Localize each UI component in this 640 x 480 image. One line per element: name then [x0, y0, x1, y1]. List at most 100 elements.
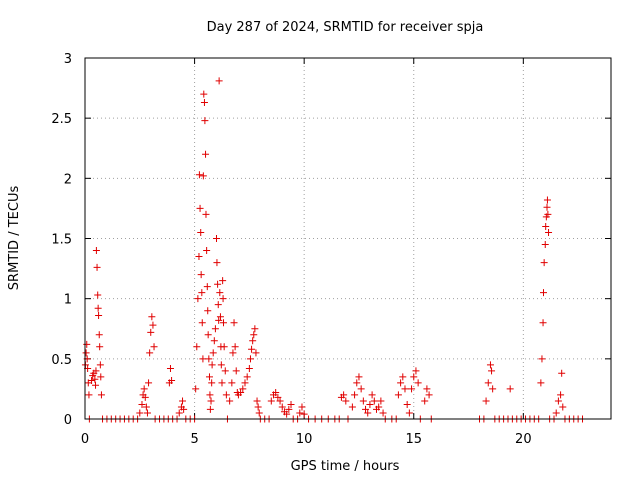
- data-point: [138, 401, 146, 409]
- data-point: [276, 397, 284, 405]
- data-point: [215, 77, 223, 85]
- data-point: [272, 389, 280, 397]
- data-point: [252, 349, 260, 357]
- data-point: [543, 203, 551, 211]
- y-tick-label: 2: [64, 172, 72, 187]
- data-point: [539, 289, 547, 297]
- data-point: [362, 405, 370, 413]
- data-point: [213, 235, 220, 242]
- data-point: [202, 150, 210, 158]
- data-point: [414, 379, 422, 387]
- data-point: [558, 369, 566, 377]
- data-point: [226, 397, 234, 405]
- data-point: [250, 331, 258, 339]
- data-point: [95, 312, 103, 320]
- data-point: [193, 343, 201, 351]
- data-point: [355, 373, 363, 381]
- data-point: [357, 385, 365, 393]
- data-point: [379, 409, 387, 417]
- data-point: [200, 90, 208, 98]
- data-point: [220, 343, 228, 351]
- data-point: [230, 319, 238, 327]
- data-point: [219, 277, 227, 285]
- data-point: [180, 405, 188, 413]
- data-point: [199, 172, 207, 180]
- data-point: [285, 405, 293, 413]
- data-point: [239, 385, 247, 393]
- data-point: [192, 385, 200, 393]
- data-point: [408, 385, 416, 393]
- data-point: [342, 397, 350, 405]
- data-point: [85, 391, 93, 399]
- data-point: [199, 355, 207, 363]
- data-point: [340, 391, 348, 399]
- data-point: [255, 409, 263, 417]
- data-point: [559, 403, 567, 411]
- data-point: [195, 253, 203, 261]
- x-tick-label: 20: [515, 432, 532, 447]
- data-point: [489, 385, 497, 393]
- data-point: [150, 343, 158, 351]
- data-point: [425, 391, 433, 399]
- data-point: [488, 367, 496, 375]
- data-point: [246, 355, 254, 363]
- data-point: [194, 295, 202, 303]
- data-point: [506, 385, 514, 393]
- data-point: [217, 361, 225, 369]
- data-point: [92, 247, 100, 255]
- data-point: [554, 397, 562, 405]
- data-point: [359, 397, 367, 405]
- data-point: [267, 397, 275, 405]
- data-point: [214, 280, 222, 288]
- data-point: [231, 343, 239, 351]
- data-point: [216, 289, 224, 297]
- data-point: [410, 373, 418, 381]
- data-point: [484, 379, 492, 387]
- data-point: [539, 319, 547, 327]
- data-point: [142, 403, 150, 411]
- data-point: [399, 373, 407, 381]
- data-point: [228, 379, 236, 387]
- data-point: [368, 391, 376, 399]
- data-point: [543, 196, 551, 204]
- data-point: [166, 364, 174, 372]
- data-point: [412, 367, 420, 375]
- data-point: [241, 379, 249, 387]
- data-point: [538, 355, 546, 363]
- data-point: [229, 349, 237, 357]
- data-point: [540, 259, 548, 267]
- data-point: [545, 228, 553, 236]
- data-point: [353, 379, 361, 387]
- data-point: [482, 397, 490, 405]
- data-point: [203, 247, 211, 255]
- data-point: [377, 397, 385, 405]
- data-point: [375, 403, 383, 411]
- data-point: [348, 403, 356, 411]
- y-axis-label: SRMTID / TECUs: [7, 186, 22, 291]
- data-point: [148, 313, 156, 321]
- data-point: [136, 409, 144, 417]
- data-point: [140, 385, 148, 393]
- data-point: [421, 397, 429, 405]
- data-point: [208, 379, 216, 387]
- data-point: [541, 241, 549, 249]
- data-point: [544, 210, 552, 218]
- data-point: [197, 228, 205, 236]
- data-point: [397, 379, 405, 387]
- data-point: [405, 409, 413, 417]
- x-tick-label: 5: [190, 432, 198, 447]
- data-point: [249, 337, 257, 345]
- data-point: [200, 99, 208, 107]
- data-point: [401, 385, 409, 393]
- data-point: [254, 403, 262, 411]
- data-point: [198, 289, 206, 297]
- data-point: [207, 397, 215, 405]
- data-point: [251, 325, 259, 333]
- data-point: [206, 391, 214, 399]
- data-point: [221, 367, 229, 375]
- data-point: [248, 345, 256, 353]
- data-point: [283, 410, 291, 418]
- data-point: [195, 171, 203, 179]
- data-point: [202, 210, 210, 218]
- data-point: [92, 367, 100, 375]
